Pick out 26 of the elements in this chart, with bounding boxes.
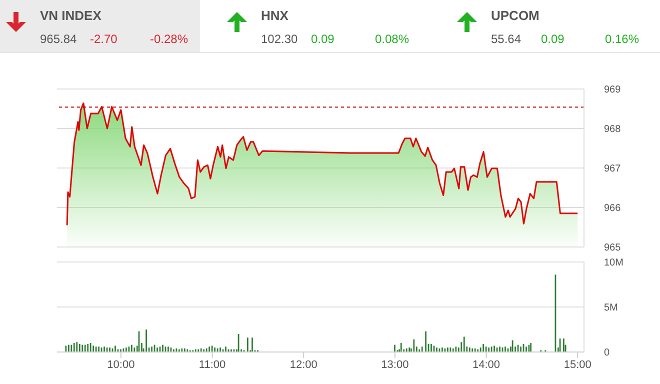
x-tick-label: 10:00: [107, 358, 135, 371]
y-tick-label: 969: [604, 84, 622, 96]
x-tick-label: 14:00: [472, 358, 500, 371]
x-tick-label: 13:00: [381, 358, 409, 371]
text: 55.64: [491, 32, 522, 46]
y-tick-label: 0: [604, 348, 610, 359]
text: UPCOM: [491, 8, 540, 25]
text: HNX: [261, 8, 290, 25]
y-tick-label: 967: [604, 164, 622, 175]
x-tick-label: 12:00: [290, 358, 318, 371]
text: 0.09: [311, 32, 336, 46]
y-tick-label: 10M: [604, 258, 624, 269]
text: -2.70: [90, 32, 118, 46]
x-tick-label: 15:00: [564, 358, 592, 371]
y-tick-label: 965: [604, 242, 622, 254]
x-tick-label: 11:00: [198, 358, 226, 371]
text: 0.16%: [604, 32, 639, 46]
text: 102.30: [261, 32, 299, 46]
text: -0.28%: [148, 32, 188, 46]
y-tick-label: 966: [604, 203, 622, 214]
y-tick-label: 968: [604, 124, 622, 136]
y-tick-label: 5M: [604, 302, 618, 314]
text: 0.09: [541, 32, 566, 46]
text: 965.84: [40, 32, 78, 46]
text: 0.08%: [374, 32, 409, 46]
text: VN INDEX: [40, 8, 102, 25]
